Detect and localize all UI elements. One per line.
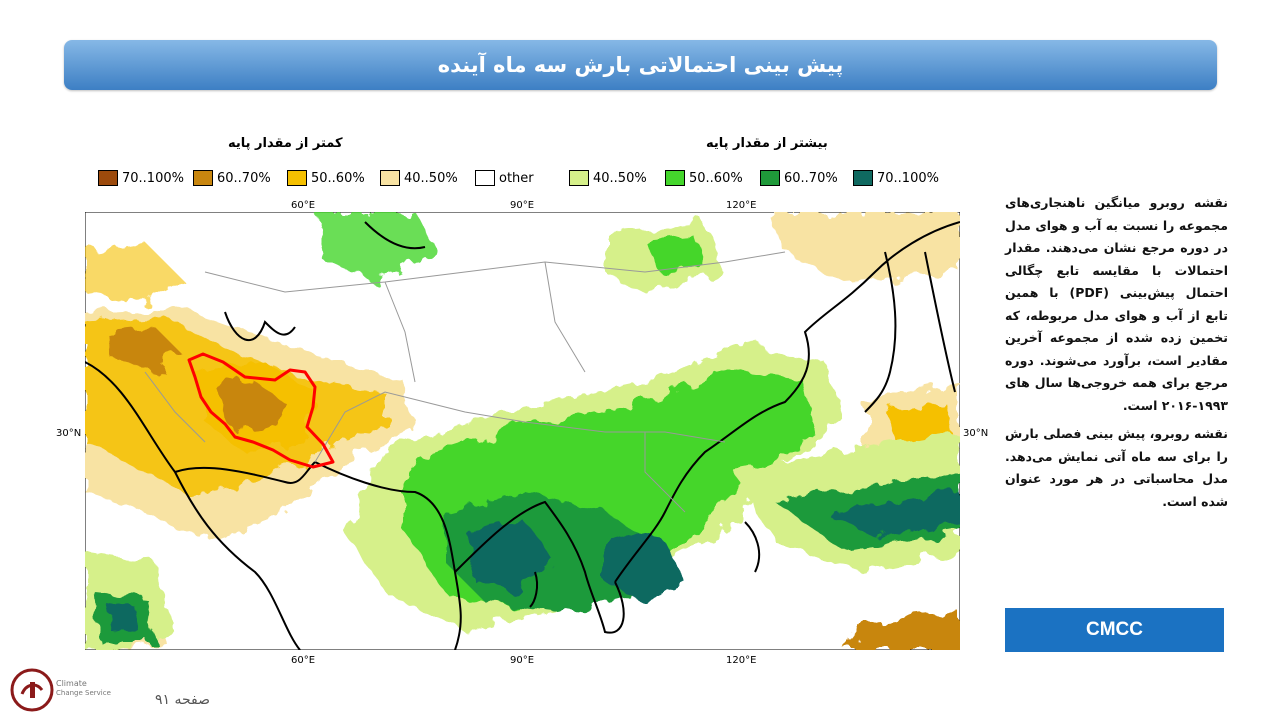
coastlines: [85, 221, 960, 650]
legend-swatch: [287, 170, 307, 186]
forecast-map: [85, 212, 960, 650]
model-label: CMCC: [1005, 608, 1224, 652]
country-borders: [144, 251, 786, 513]
legend-item: 50..60%: [287, 170, 365, 186]
map-tick-bottom: 60°E: [291, 655, 316, 666]
legend-label: 60..70%: [217, 170, 271, 186]
logo-text: Change Service: [56, 689, 111, 697]
legend-swatch: [98, 170, 118, 186]
legend-swatch: [475, 170, 495, 186]
map-tick-top: 120°E: [726, 200, 757, 211]
logo-text: Climate: [56, 679, 87, 688]
legend-label: 40..50%: [593, 170, 647, 186]
legend-swatch: [569, 170, 589, 186]
legend-item: 60..70%: [193, 170, 271, 186]
legend-above-title: بیشتر از مقدار پایه: [706, 136, 828, 151]
legend-item: 50..60%: [665, 170, 743, 186]
legend-item: other: [475, 170, 534, 186]
map-tick-top: 60°E: [291, 200, 316, 211]
title-banner: پیش بینی احتمالاتی بارش سه ماه آینده: [64, 40, 1217, 90]
legend-swatch: [760, 170, 780, 186]
legend-label: 70..100%: [122, 170, 184, 186]
legend-item: 60..70%: [760, 170, 838, 186]
page-title: پیش بینی احتمالاتی بارش سه ماه آینده: [437, 53, 844, 77]
map-lat-right: 30°N: [963, 428, 989, 439]
legend-swatch: [853, 170, 873, 186]
legend-item: 70..100%: [98, 170, 184, 186]
legend-item: 40..50%: [569, 170, 647, 186]
legend-item: 40..50%: [380, 170, 458, 186]
description-panel: نقشه روبرو میانگین ناهنجاری‌های مجموعه ر…: [1005, 192, 1228, 519]
legend-label: 40..50%: [404, 170, 458, 186]
legend-item: 70..100%: [853, 170, 939, 186]
legend-swatch: [380, 170, 400, 186]
description-paragraph: نقشه روبرو، پیش بینی فصلی بارش را برای س…: [1005, 426, 1228, 509]
legend-label: 60..70%: [784, 170, 838, 186]
legend-label: 50..60%: [311, 170, 365, 186]
legend-label: other: [499, 170, 534, 186]
map-tick-top: 90°E: [510, 200, 535, 211]
map-tick-bottom: 120°E: [726, 655, 757, 666]
legend-swatch: [193, 170, 213, 186]
climate-change-service-logo: Climate Change Service: [10, 668, 111, 712]
legend: 70..100% 60..70% 50..60% 40..50% other 4…: [85, 170, 960, 190]
description-paragraph: نقشه روبرو میانگین ناهنجاری‌های مجموعه ر…: [1005, 195, 1228, 413]
legend-label: 50..60%: [689, 170, 743, 186]
legend-label: 70..100%: [877, 170, 939, 186]
map-tick-bottom: 90°E: [510, 655, 535, 666]
iran-border-highlight: [187, 352, 335, 469]
map-lat-left: 30°N: [56, 428, 82, 439]
page-number: صفحه ۹۱: [155, 692, 211, 708]
probability-fields: [85, 212, 960, 650]
legend-below-title: کمتر از مقدار پایه: [228, 136, 343, 151]
legend-swatch: [665, 170, 685, 186]
